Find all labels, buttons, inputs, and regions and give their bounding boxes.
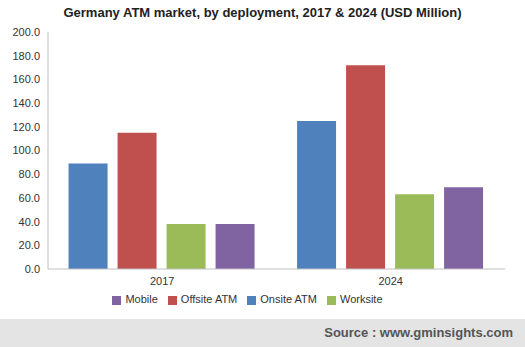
html-text:Offsite ATM: Offsite ATM	[180, 293, 238, 305]
svg-text:100.0: 100.0	[12, 144, 40, 156]
svg-text:2024: 2024	[379, 275, 403, 287]
svg-text:0.0: 0.0	[25, 263, 40, 275]
html-text:Source : www.gminsights.com: Source : www.gminsights.com	[324, 325, 513, 340]
svg-text:60.0: 60.0	[19, 192, 40, 204]
svg-text:120.0: 120.0	[12, 121, 40, 133]
svg-text:20.0: 20.0	[19, 239, 40, 251]
html-text:Mobile: Mobile	[125, 293, 158, 305]
html-text:Onsite ATM: Onsite ATM	[260, 293, 317, 305]
svg-text:160.0: 160.0	[12, 73, 40, 85]
html-text:Germany ATM market, by deploym: Germany ATM market, by deployment, 2017 …	[63, 5, 462, 20]
svg-text:200.0: 200.0	[12, 26, 40, 38]
html-text:Worksite: Worksite	[340, 293, 383, 305]
svg-text:80.0: 80.0	[19, 168, 40, 180]
svg-text:2017: 2017	[150, 275, 174, 287]
svg-text:180.0: 180.0	[12, 50, 40, 62]
svg-text:140.0: 140.0	[12, 97, 40, 109]
svg-text:40.0: 40.0	[19, 216, 40, 228]
